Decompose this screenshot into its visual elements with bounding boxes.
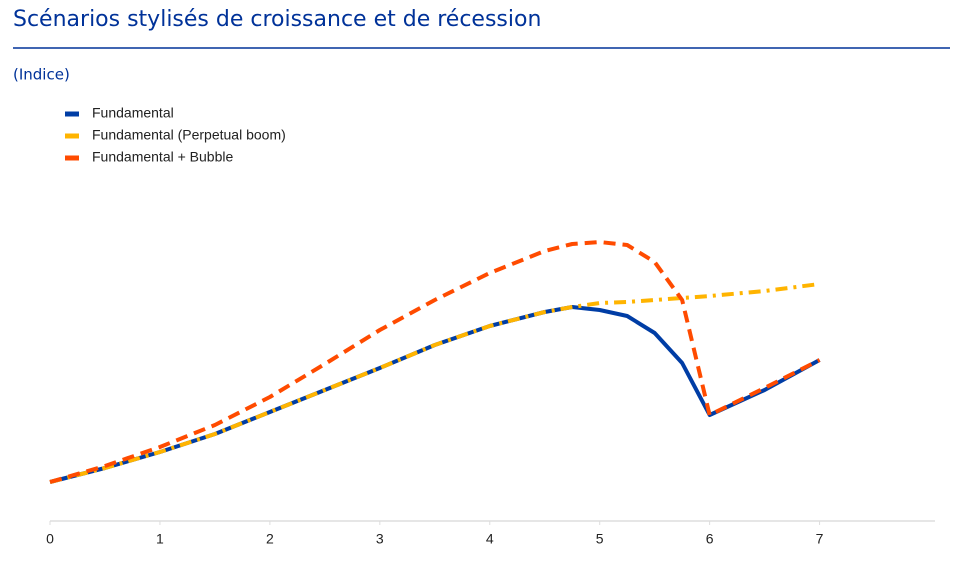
x-tick-label: 5: [596, 531, 604, 547]
chart-subtitle: (Indice): [13, 66, 70, 84]
x-tick-label: 1: [156, 531, 164, 547]
x-tick-label: 0: [46, 531, 54, 547]
legend-label: Fundamental + Bubble: [92, 149, 233, 165]
series-line: [49, 282, 820, 484]
chart-title: Scénarios stylisés de croissance et de r…: [13, 7, 541, 32]
x-tick-label: 7: [816, 531, 824, 547]
x-tick-label: 2: [266, 531, 274, 547]
x-tick-label: 3: [376, 531, 384, 547]
legend-label: Fundamental: [92, 105, 174, 121]
x-tick-label: 6: [706, 531, 714, 547]
x-tick-label: 4: [486, 531, 494, 547]
legend-label: Fundamental (Perpetual boom): [92, 127, 286, 143]
series-line: [49, 240, 821, 484]
